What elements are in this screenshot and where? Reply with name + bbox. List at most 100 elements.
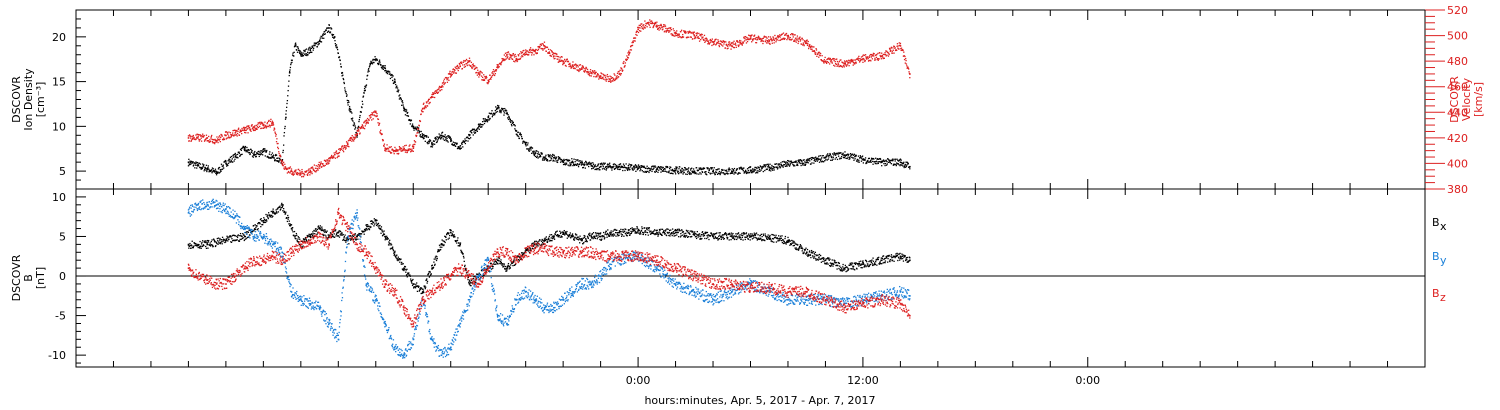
density-sample [283, 135, 285, 137]
velocity-sample [490, 76, 493, 78]
density-sample [667, 171, 670, 173]
density-sample [828, 154, 831, 156]
bx-sample [289, 223, 291, 225]
velocity-sample [872, 54, 874, 57]
velocity-sample [610, 76, 612, 78]
bx-sample [448, 237, 450, 239]
velocity-sample [625, 59, 628, 62]
bx-sample [402, 269, 404, 271]
bx-point [880, 259, 883, 262]
velocity-sample [619, 69, 621, 71]
density-sample [317, 41, 320, 43]
density-sample [638, 165, 641, 168]
velocity-sample [270, 124, 272, 127]
velocity-sample [281, 164, 284, 166]
density-sample [201, 166, 203, 169]
velocity-sample [876, 58, 878, 61]
density-sample [824, 160, 826, 162]
bx-sample [263, 218, 266, 221]
density-sample [559, 157, 561, 159]
density-sample [254, 156, 257, 158]
velocity-sample [666, 29, 668, 32]
bx-sample [395, 256, 397, 258]
density-point [318, 40, 321, 43]
velocity-sample [715, 43, 718, 45]
density-sample [720, 172, 722, 174]
density-sample [629, 168, 631, 171]
bx-sample [373, 225, 375, 227]
velocity-sample [754, 34, 756, 36]
bx-sample [339, 234, 341, 236]
velocity-sample [779, 39, 782, 41]
bx-sample [410, 279, 412, 282]
density-sample [312, 47, 315, 49]
velocity-sample [333, 152, 335, 154]
bx-sample [209, 245, 212, 247]
velocity-sample [593, 73, 595, 75]
density-sample [814, 157, 816, 159]
velocity-sample [632, 41, 634, 44]
velocity-sample [209, 139, 211, 141]
density-sample [586, 164, 589, 166]
velocity-sample [612, 77, 614, 79]
bx-sample [275, 211, 278, 213]
velocity-sample [726, 48, 728, 50]
velocity-sample [847, 61, 850, 64]
velocity-sample [395, 149, 398, 151]
density-sample [507, 117, 509, 119]
density-sample [612, 163, 615, 166]
velocity-sample [347, 142, 349, 144]
density-sample [647, 170, 649, 173]
velocity-sample [736, 40, 738, 42]
velocity-sample [551, 51, 553, 53]
velocity-sample [779, 36, 781, 38]
velocity-sample [860, 56, 863, 58]
density-sample [315, 42, 318, 45]
density-sample [568, 159, 570, 161]
velocity-sample [394, 150, 396, 152]
velocity-sample [663, 25, 665, 28]
velocity-sample [602, 73, 604, 76]
density-sample [695, 172, 697, 174]
velocity-sample [761, 40, 764, 42]
density-sample [195, 162, 197, 164]
velocity-sample [345, 145, 347, 147]
velocity-sample [650, 20, 653, 22]
density-sample [462, 146, 464, 148]
density-sample [235, 154, 237, 156]
density-sample [800, 159, 803, 162]
density-sample [537, 151, 540, 153]
velocity-sample [443, 83, 445, 86]
velocity-sample [214, 142, 216, 145]
density-sample [748, 167, 750, 169]
velocity-sample [511, 54, 513, 57]
density-sample [311, 51, 313, 54]
velocity-sample [603, 78, 605, 80]
bx-sample [312, 231, 314, 233]
density-sample [226, 165, 228, 167]
density-sample [902, 162, 905, 165]
velocity-sample [401, 148, 403, 150]
density-sample [588, 165, 590, 168]
density-sample [668, 167, 671, 170]
density-sample [449, 137, 451, 139]
bx-sample [381, 235, 384, 237]
velocity-sample [704, 41, 706, 43]
density-sample [887, 161, 890, 163]
velocity-sample [776, 36, 779, 38]
density-sample [660, 168, 663, 171]
velocity-sample [675, 34, 677, 37]
density-sample [653, 171, 656, 173]
velocity-sample [527, 51, 529, 53]
bx-sample [195, 243, 197, 245]
density-sample [203, 164, 205, 166]
velocity-sample [768, 40, 770, 42]
bx-sample [396, 259, 398, 261]
velocity-sample [651, 21, 654, 24]
velocity-sample [799, 40, 802, 42]
velocity-sample [261, 127, 263, 129]
density-sample [472, 134, 474, 136]
velocity-sample [415, 135, 417, 138]
bx-sample [363, 233, 365, 235]
velocity-sample [419, 120, 422, 123]
